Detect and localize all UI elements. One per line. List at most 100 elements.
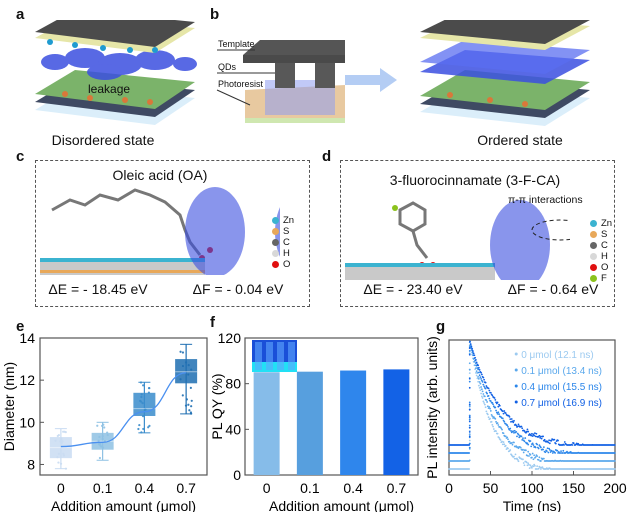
data-point bbox=[144, 408, 147, 411]
vial bbox=[255, 342, 262, 370]
legend-entry: 0 μmol (12.1 ns) bbox=[521, 350, 593, 361]
data-point bbox=[482, 376, 485, 379]
data-point bbox=[489, 407, 491, 410]
data-point bbox=[533, 434, 536, 437]
data-point bbox=[141, 415, 145, 418]
data-point bbox=[518, 436, 521, 439]
y-tick-label: 40 bbox=[225, 421, 241, 437]
data-point bbox=[185, 398, 188, 401]
data-point bbox=[504, 435, 507, 438]
x-tick-label: 200 bbox=[603, 480, 627, 496]
3fca-molecule-illustration bbox=[345, 200, 570, 280]
data-point bbox=[142, 427, 145, 431]
data-point bbox=[507, 438, 509, 441]
y-tick-label: 10 bbox=[19, 414, 35, 430]
data-point bbox=[532, 465, 535, 468]
disordered-qds bbox=[41, 48, 197, 80]
data-point bbox=[560, 450, 562, 452]
data-point bbox=[477, 384, 480, 387]
data-point bbox=[497, 411, 500, 414]
data-point bbox=[54, 439, 57, 442]
rise-point bbox=[468, 368, 471, 371]
disordered-state-caption: Disordered state bbox=[51, 132, 155, 148]
data-point bbox=[513, 441, 515, 444]
bar bbox=[383, 369, 410, 475]
y-tick-label: 14 bbox=[19, 330, 35, 346]
data-point bbox=[101, 424, 104, 427]
data-point bbox=[474, 364, 477, 367]
data-point bbox=[519, 446, 522, 449]
data-point bbox=[534, 446, 537, 449]
data-point bbox=[488, 389, 491, 392]
panel-label-f: f bbox=[210, 314, 215, 331]
data-point bbox=[480, 386, 483, 388]
data-point bbox=[482, 383, 485, 386]
data-point bbox=[494, 406, 497, 409]
data-point bbox=[527, 462, 530, 465]
data-point bbox=[536, 465, 539, 468]
x-tick-label: 0.1 bbox=[300, 480, 320, 496]
panel-label-d: d bbox=[322, 148, 332, 165]
rise-point bbox=[468, 459, 471, 462]
data-point bbox=[57, 461, 60, 464]
data-point bbox=[485, 399, 488, 402]
data-point bbox=[502, 432, 505, 435]
data-point bbox=[536, 443, 539, 446]
data-point bbox=[57, 452, 60, 455]
data-point bbox=[492, 403, 494, 406]
y-axis-label: PL QY (%) bbox=[210, 373, 225, 439]
data-point bbox=[613, 444, 616, 446]
data-point bbox=[140, 395, 143, 399]
data-point bbox=[496, 432, 499, 435]
data-point bbox=[480, 392, 483, 395]
data-point bbox=[534, 464, 536, 467]
rise-point bbox=[468, 426, 471, 429]
data-point bbox=[487, 394, 490, 397]
x-tick-label: 0 bbox=[263, 480, 271, 496]
rise-point bbox=[468, 408, 471, 411]
rise-point bbox=[468, 401, 471, 404]
data-point bbox=[542, 435, 545, 438]
data-point bbox=[479, 389, 482, 392]
data-point bbox=[492, 428, 495, 430]
data-point bbox=[484, 387, 487, 390]
data-point bbox=[476, 367, 479, 369]
data-point bbox=[495, 409, 497, 412]
data-point bbox=[142, 384, 145, 387]
data-point bbox=[539, 468, 542, 470]
data-point bbox=[517, 447, 520, 450]
data-point bbox=[97, 439, 100, 442]
data-point bbox=[526, 442, 529, 445]
data-point bbox=[483, 402, 486, 404]
data-point bbox=[548, 442, 551, 445]
data-point bbox=[498, 404, 501, 407]
data-point bbox=[187, 403, 190, 406]
data-point bbox=[501, 443, 504, 446]
data-point bbox=[106, 433, 109, 437]
data-point bbox=[512, 421, 515, 424]
data-point bbox=[490, 413, 493, 416]
y-axis-label: Diameter (nm) bbox=[1, 362, 17, 451]
data-point bbox=[489, 391, 492, 394]
data-point bbox=[187, 373, 190, 376]
data-point bbox=[527, 443, 530, 446]
data-point bbox=[480, 377, 483, 380]
data-point bbox=[517, 423, 520, 426]
template bbox=[243, 40, 345, 55]
data-point bbox=[480, 388, 483, 391]
data-point bbox=[547, 441, 550, 444]
nanocrystal-left bbox=[185, 187, 245, 275]
data-point bbox=[483, 395, 486, 398]
top-electrode bbox=[35, 20, 195, 47]
data-point bbox=[571, 444, 574, 446]
data-point bbox=[504, 412, 507, 414]
data-point bbox=[517, 460, 520, 463]
data-point bbox=[529, 464, 532, 467]
data-point bbox=[525, 461, 528, 464]
data-point bbox=[562, 449, 565, 452]
data-point bbox=[485, 410, 488, 413]
panel-c-delta-e: ΔE = - 18.45 eV bbox=[48, 281, 148, 297]
x-tick-label: 100 bbox=[520, 480, 544, 496]
data-point bbox=[499, 439, 502, 441]
data-point bbox=[539, 460, 542, 462]
